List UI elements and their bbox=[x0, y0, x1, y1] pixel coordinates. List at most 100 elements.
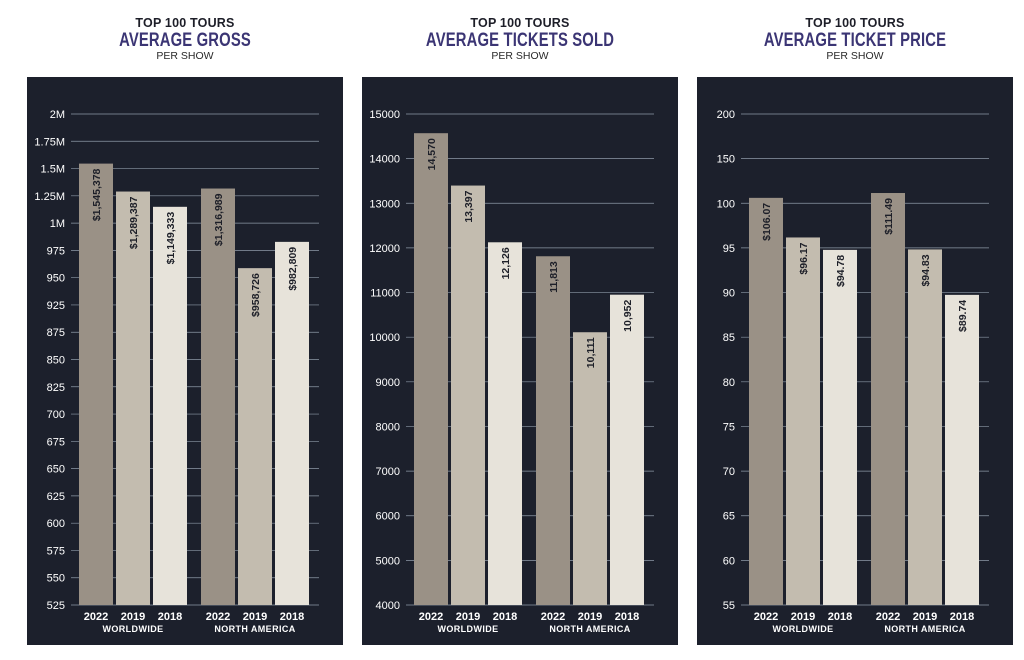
bar-value-label: 12,126 bbox=[500, 247, 512, 279]
y-tick-label: 11000 bbox=[370, 288, 400, 300]
bar-worldwide-2022 bbox=[414, 133, 448, 605]
y-tick-label: 75 bbox=[723, 421, 735, 433]
y-tick-label: 90 bbox=[723, 288, 735, 300]
y-tick-label: 12000 bbox=[369, 243, 400, 255]
bar-value-label: $1,149,333 bbox=[165, 212, 177, 265]
group-label: WORLDWIDE bbox=[437, 624, 498, 634]
chart-header: TOP 100 TOURS AVERAGE GROSS PER SHOW bbox=[27, 16, 343, 62]
x-category-label: 2018 bbox=[828, 611, 852, 623]
y-tick-label: 650 bbox=[47, 464, 65, 476]
bars bbox=[414, 133, 644, 605]
y-tick-label: 925 bbox=[47, 300, 65, 312]
bar-value-label: $1,316,989 bbox=[213, 193, 225, 246]
y-tick-label: 14000 bbox=[369, 154, 400, 166]
x-category-label: 2022 bbox=[754, 611, 778, 623]
bar-north-america-2019 bbox=[908, 249, 942, 605]
y-tick-label: 4000 bbox=[376, 600, 400, 612]
x-category-label: 2019 bbox=[456, 611, 480, 623]
chart-eyebrow: TOP 100 TOURS bbox=[805, 16, 905, 30]
average-tickets-sold-chart: 4000 5000 6000 7000 8000 9000 10000 11000 12000 1… bbox=[362, 77, 678, 645]
bar-value-label: $1,289,387 bbox=[128, 196, 140, 249]
bar-value-label: $106.07 bbox=[761, 203, 773, 241]
x-category-label: 2022 bbox=[84, 611, 108, 623]
bar-worldwide-2018 bbox=[823, 249, 857, 605]
y-tick-label: 15000 bbox=[369, 109, 400, 121]
average-tickets-sold-panel: TOP 100 TOURS AVERAGE TICKETS SOLD PER S… bbox=[362, 0, 678, 660]
x-category-label: 2022 bbox=[541, 611, 565, 623]
y-tick-label: 875 bbox=[47, 327, 65, 339]
bar-value-label: $958,726 bbox=[250, 273, 262, 317]
x-category-label: 2022 bbox=[419, 611, 443, 623]
bar-value-label: $94.83 bbox=[920, 254, 932, 286]
y-tick-label: 60 bbox=[723, 555, 735, 567]
y-tick-label: 2M bbox=[50, 109, 65, 121]
y-axis: 525 550 575 600 625 650 675 700 825 850 875 925 950 9… bbox=[34, 109, 65, 612]
x-category-label: 2019 bbox=[578, 611, 602, 623]
y-tick-label: 8000 bbox=[376, 421, 400, 433]
x-category-label: 2018 bbox=[493, 611, 517, 623]
y-tick-label: 1.75M bbox=[34, 136, 65, 148]
x-category-label: 2019 bbox=[913, 611, 937, 623]
group-label: NORTH AMERICA bbox=[549, 624, 630, 634]
y-tick-label: 675 bbox=[47, 436, 65, 448]
bar-value-label: 10,952 bbox=[622, 300, 634, 332]
y-tick-label: 700 bbox=[47, 409, 65, 421]
y-tick-label: 975 bbox=[47, 245, 65, 257]
y-tick-label: 1M bbox=[50, 218, 65, 230]
chart-title: AVERAGE GROSS bbox=[119, 30, 251, 51]
y-axis: 4000 5000 6000 7000 8000 9000 10000 11000 12000 1… bbox=[369, 109, 400, 612]
bars bbox=[79, 163, 309, 606]
y-tick-label: 1.5M bbox=[41, 164, 65, 176]
bar-value-label: $111.49 bbox=[883, 198, 895, 235]
x-category-label: 2019 bbox=[243, 611, 267, 623]
x-category-label: 2018 bbox=[158, 611, 182, 623]
bar-worldwide-2022 bbox=[749, 197, 783, 605]
bar-value-label: $1,545,378 bbox=[91, 168, 103, 221]
bars bbox=[749, 193, 979, 606]
bar-north-america-2018 bbox=[275, 241, 309, 605]
bar-worldwide-2019 bbox=[116, 191, 150, 605]
chart-title: AVERAGE TICKETS SOLD bbox=[425, 30, 615, 51]
y-tick-label: 850 bbox=[47, 355, 65, 367]
bar-worldwide-2022 bbox=[79, 163, 113, 605]
bar-north-america-2022 bbox=[871, 193, 905, 605]
bar-worldwide-2018 bbox=[153, 206, 187, 606]
group-label: WORLDWIDE bbox=[102, 624, 163, 634]
y-tick-label: 525 bbox=[47, 600, 65, 612]
y-tick-label: 200 bbox=[717, 109, 735, 121]
bar-value-label: 10,111 bbox=[585, 337, 597, 368]
labels: $106.072022$96.172019$94.782018WORLDWIDE… bbox=[754, 198, 974, 634]
x-category-label: 2019 bbox=[791, 611, 815, 623]
y-tick-label: 10000 bbox=[369, 332, 400, 344]
bar-worldwide-2019 bbox=[786, 237, 820, 606]
y-tick-label: 9000 bbox=[376, 377, 400, 389]
labels: $1,545,378 2022 $1,289,387 2019 $1,149,333 20… bbox=[84, 168, 304, 634]
chart-title: AVERAGE TICKET PRICE bbox=[763, 30, 947, 51]
bar-worldwide-2018 bbox=[488, 242, 522, 605]
x-category-label: 2022 bbox=[876, 611, 900, 623]
bar-value-label: $982,809 bbox=[287, 247, 299, 291]
y-tick-label: 70 bbox=[723, 466, 735, 478]
y-tick-label: 55 bbox=[723, 600, 735, 612]
y-tick-label: 150 bbox=[717, 154, 735, 166]
y-tick-label: 7000 bbox=[376, 466, 400, 478]
bar-value-label: $96.17 bbox=[798, 242, 810, 274]
group-label: WORLDWIDE bbox=[772, 624, 833, 634]
bar-north-america-2022 bbox=[201, 188, 235, 605]
y-tick-label: 600 bbox=[47, 518, 65, 530]
bar-north-america-2019 bbox=[573, 332, 607, 605]
y-tick-label: 13000 bbox=[369, 198, 400, 210]
chart-eyebrow: TOP 100 TOURS bbox=[470, 16, 570, 30]
chart-header: TOP 100 TOURS AVERAGE TICKET PRICE PER S… bbox=[697, 16, 1013, 62]
bar-value-label: 13,397 bbox=[463, 190, 475, 222]
bar-north-america-2018 bbox=[945, 294, 979, 605]
bar-value-label: 14,570 bbox=[426, 138, 438, 170]
chart-subtitle: PER SHOW bbox=[826, 50, 884, 62]
chart-subtitle: PER SHOW bbox=[156, 50, 214, 62]
chart-eyebrow: TOP 100 TOURS bbox=[135, 16, 235, 30]
y-tick-label: 575 bbox=[47, 545, 65, 557]
y-tick-label: 550 bbox=[47, 573, 65, 585]
y-tick-label: 100 bbox=[717, 198, 735, 210]
group-label: NORTH AMERICA bbox=[214, 624, 295, 634]
